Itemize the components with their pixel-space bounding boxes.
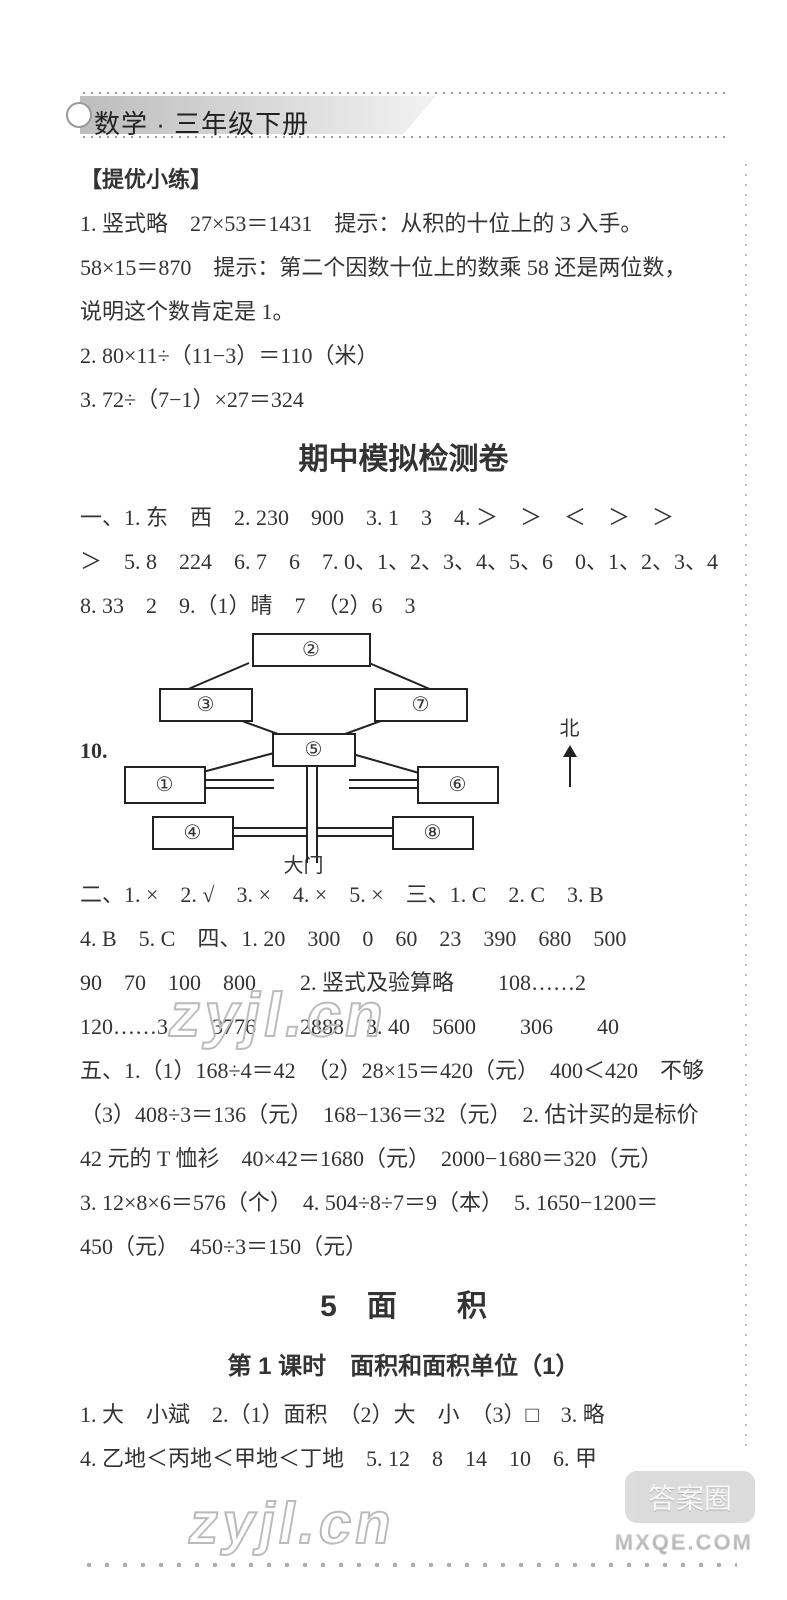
section-tiyou-label: 【提优小练】 [80, 158, 727, 202]
midterm-line-5: 4. B 5. C 四、1. 20 300 0 60 23 390 680 50… [80, 917, 727, 961]
midterm-line-4: 二、1. × 2. √ 3. × 4. × 5. × 三、1. C 2. C 3… [80, 873, 727, 917]
diagram-node-1: ① [124, 766, 206, 804]
midterm-title: 期中模拟检测卷 [80, 430, 727, 490]
diagram-node-6: ⑥ [417, 766, 499, 804]
q10-diagram: ② ③ ⑦ ⑤ ① ⑥ ④ ⑧ 大门 [124, 628, 544, 873]
diagram-node-5: ⑤ [272, 733, 356, 767]
page: 数学 · 三年级下册 【提优小练】 1. 竖式略 27×53＝1431 提示：从… [0, 0, 787, 1541]
midterm-line-1: 一、1. 东 西 2. 230 900 3. 1 3 4. ＞ ＞ ＜ ＞ ＞ [80, 496, 727, 540]
tiyou-line-2: 58×15＝870 提示：第二个因数十位上的数乘 58 还是两位数， [80, 246, 727, 290]
diagram-node-2: ② [252, 633, 371, 667]
north-indicator: 北 [560, 701, 580, 801]
midterm-line-7: 120……3 3776 2888 3. 40 5600 306 40 [80, 1005, 727, 1049]
north-arrow-icon [569, 753, 571, 787]
mxqe-watermark: MXQE.COM [615, 1529, 753, 1555]
q10-label: 10. [80, 729, 108, 773]
answer-badge: 答案圈 [625, 1471, 755, 1523]
diagram-node-3: ③ [159, 688, 253, 722]
midterm-line-11: 3. 12×8×6＝576（个） 4. 504÷8÷7＝9（本） 5. 1650… [80, 1181, 727, 1225]
q10-row: 10. [80, 628, 727, 873]
tiyou-line-4: 2. 80×11÷（11−3）＝110（米） [80, 334, 727, 378]
midterm-line-6: 90 70 100 800 2. 竖式及验算略 108……2 [80, 961, 727, 1005]
diagram-node-4: ④ [152, 816, 234, 850]
midterm-line-9: （3）408÷3＝136（元） 168−136＝32（元） 2. 估计买的是标价 [80, 1093, 727, 1137]
unit5-line-1: 1. 大 小斌 2.（1）面积 （2）大 小 （3）□ 3. 略 [80, 1393, 727, 1437]
midterm-line-10: 42 元的 T 恤衫 40×42＝1680（元） 2000−1680＝320（元… [80, 1137, 727, 1181]
midterm-line-8: 五、1.（1）168÷4＝42 （2）28×15＝420（元） 400＜420 … [80, 1049, 727, 1093]
unit5-title: 5 面 积 [80, 1277, 727, 1337]
midterm-line-3: 8. 33 2 9.（1）晴 7 （2）6 3 [80, 584, 727, 628]
tiyou-line-5: 3. 72÷（7−1）×27＝324 [80, 378, 727, 422]
diagram-node-7: ⑦ [374, 688, 468, 722]
right-margin-dots [745, 160, 747, 1449]
midterm-line-12: 450（元） 450÷3＝150（元） [80, 1225, 727, 1269]
footer-dots [80, 1561, 737, 1569]
tiyou-line-1: 1. 竖式略 27×53＝1431 提示：从积的十位上的 3 入手。 [80, 202, 727, 246]
diagram-gate-label: 大门 [284, 846, 324, 886]
page-title: 数学 · 三年级下册 [80, 90, 727, 150]
north-label: 北 [560, 709, 580, 749]
midterm-line-2: ＞ 5. 8 224 6. 7 6 7. 0、1、2、3、4、5、6 0、1、2… [80, 540, 727, 584]
unit5-subtitle: 第 1 课时 面积和面积单位（1） [80, 1343, 727, 1391]
tiyou-line-3: 说明这个数肯定是 1。 [80, 290, 727, 334]
diagram-node-8: ⑧ [392, 816, 474, 850]
header-band: 数学 · 三年级下册 [80, 90, 727, 140]
